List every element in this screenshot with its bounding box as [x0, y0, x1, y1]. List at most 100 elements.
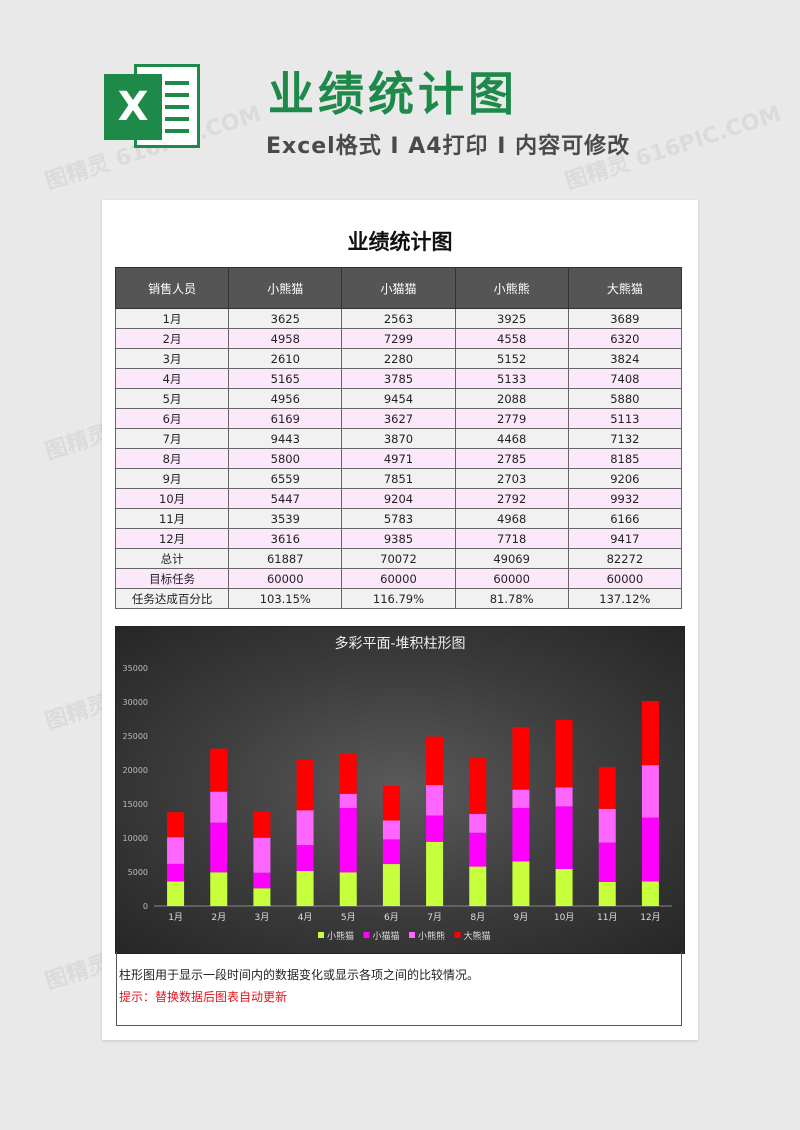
bar-segment	[339, 872, 357, 906]
table-row: 6月 6169 3627 2779 5113	[114, 408, 683, 429]
value-cell: 6559	[228, 468, 343, 489]
x-tick-label: 12月	[640, 912, 660, 923]
bar-segment	[253, 837, 271, 873]
bar-segment	[253, 811, 271, 838]
x-tick-label: 4月	[298, 912, 313, 923]
value-cell: 3785	[341, 368, 456, 389]
value-cell: 7299	[341, 328, 456, 349]
table-row: 5月 4956 9454 2088 5880	[114, 388, 683, 409]
x-tick-label: 6月	[384, 912, 399, 923]
row-label-cell: 12月	[114, 528, 230, 549]
y-tick-label: 5000	[128, 868, 148, 877]
header-cell: 小熊熊	[454, 267, 569, 309]
y-tick-label: 0	[143, 902, 148, 911]
bar-segment	[382, 864, 400, 906]
value-cell: 3616	[228, 528, 343, 549]
value-cell: 8185	[567, 448, 683, 469]
value-cell: 82272	[567, 548, 683, 569]
x-tick-label: 10月	[554, 912, 574, 923]
value-cell: 9204	[341, 488, 456, 509]
x-tick-label: 1月	[168, 912, 183, 923]
row-label-cell: 10月	[114, 488, 230, 509]
value-cell: 9385	[341, 528, 456, 549]
x-tick-label: 9月	[514, 912, 529, 923]
header-cell: 小熊猫	[228, 267, 343, 309]
bar-segment	[641, 881, 659, 906]
bar-segment	[512, 789, 530, 809]
value-cell: 6169	[228, 408, 343, 429]
table-row: 8月 5800 4971 2785 8185	[114, 448, 683, 469]
value-cell: 5447	[228, 488, 343, 509]
bar-segment	[512, 861, 530, 906]
value-cell: 9206	[567, 468, 683, 489]
bar-segment	[426, 841, 444, 906]
x-tick-label: 7月	[427, 912, 442, 923]
value-cell: 60000	[228, 568, 343, 589]
value-cell: 4968	[454, 508, 569, 529]
y-tick-label: 10000	[123, 834, 148, 843]
table-row: 12月 3616 9385 7718 9417	[114, 528, 683, 549]
bar-segment	[382, 839, 400, 865]
row-label-cell: 9月	[114, 468, 230, 489]
bar-segment	[339, 808, 357, 873]
bar-segment	[641, 765, 659, 818]
value-cell: 5113	[567, 408, 683, 429]
chart-description: 柱形图用于显示一段时间内的数据变化或显示各项之间的比较情况。	[119, 968, 480, 982]
bar-segment	[555, 787, 573, 807]
bar-segment	[426, 785, 444, 816]
excel-x-mark: X	[104, 74, 162, 140]
value-cell: 4558	[454, 328, 569, 349]
value-cell: 2610	[228, 348, 343, 369]
bar-segment	[469, 866, 487, 906]
bar-segment	[512, 808, 530, 862]
row-label-cell: 2月	[114, 328, 230, 349]
bar-segment	[296, 870, 314, 906]
bar-segment	[253, 872, 271, 889]
table-header-row: 销售人员 小熊猫 小猫猫 小熊熊 大熊猫	[114, 267, 683, 309]
value-cell: 5133	[454, 368, 569, 389]
bar-segment	[426, 736, 444, 786]
value-cell: 9417	[567, 528, 683, 549]
row-label-cell: 任务达成百分比	[114, 588, 230, 609]
value-cell: 7408	[567, 368, 683, 389]
page-title: 业绩统计图	[268, 67, 518, 121]
row-label-cell: 11月	[114, 508, 230, 529]
value-cell: 137.12%	[567, 588, 683, 609]
bar-segment	[296, 759, 314, 811]
row-label-cell: 7月	[114, 428, 230, 449]
row-label-cell: 5月	[114, 388, 230, 409]
value-cell: 6320	[567, 328, 683, 349]
value-cell: 2280	[341, 348, 456, 369]
value-cell: 4971	[341, 448, 456, 469]
value-cell: 7132	[567, 428, 683, 449]
table-row: 9月 6559 7851 2703 9206	[114, 468, 683, 489]
value-cell: 3870	[341, 428, 456, 449]
table-row: 3月 2610 2280 5152 3824	[114, 348, 683, 369]
value-cell: 7718	[454, 528, 569, 549]
row-label-cell: 8月	[114, 448, 230, 469]
bar-segment	[641, 817, 659, 882]
value-cell: 2779	[454, 408, 569, 429]
value-cell: 3627	[341, 408, 456, 429]
value-cell: 2563	[341, 308, 456, 329]
value-cell: 4468	[454, 428, 569, 449]
bar-segment	[598, 881, 616, 906]
row-label-cell: 1月	[114, 308, 230, 329]
bar-segment	[555, 719, 573, 788]
table-row: 4月 5165 3785 5133 7408	[114, 368, 683, 389]
value-cell: 70072	[341, 548, 456, 569]
bar-segment	[210, 822, 228, 873]
value-cell: 103.15%	[228, 588, 343, 609]
value-cell: 3925	[454, 308, 569, 329]
bar-segment	[296, 845, 314, 871]
bar-segment	[167, 812, 185, 838]
x-tick-label: 11月	[597, 912, 617, 923]
value-cell: 116.79%	[341, 588, 456, 609]
value-cell: 9454	[341, 388, 456, 409]
row-label-cell: 总计	[114, 548, 230, 569]
table-row: 7月 9443 3870 4468 7132	[114, 428, 683, 449]
value-cell: 5783	[341, 508, 456, 529]
legend-swatch	[363, 932, 370, 938]
bar-segment	[210, 872, 228, 906]
bar-segment	[339, 793, 357, 809]
